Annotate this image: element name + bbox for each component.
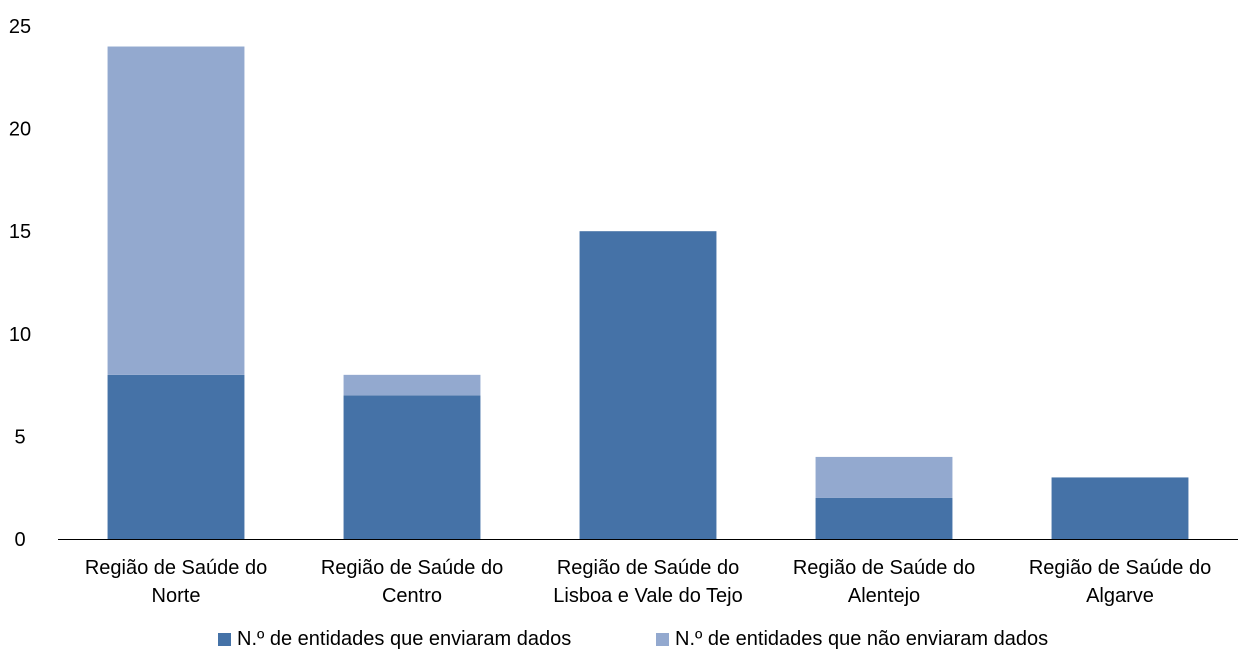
bar-segment-0-4 xyxy=(1051,477,1189,539)
legend-item-not-sent: N.º de entidades que não enviaram dados xyxy=(656,628,1048,651)
legend: N.º de entidades que enviaram dados N.º … xyxy=(0,628,1238,660)
x-axis: Região de Saúde do Norte Região de Saúde d… xyxy=(58,539,1238,607)
y-tick-label-5: 5 xyxy=(14,426,25,448)
y-tick-label-20: 20 xyxy=(9,119,31,141)
legend-swatch-sent xyxy=(218,633,231,646)
legend-label-sent: N.º de entidades que enviaram dados xyxy=(237,628,572,650)
legend-item-sent: N.º de entidades que enviaram dados xyxy=(218,628,571,651)
bars xyxy=(107,46,1189,539)
x-category-label-3: Região de Saúde do Alentejo xyxy=(793,557,975,607)
bar-segment-1-3 xyxy=(815,456,953,498)
x-category-label-0: Região de Saúde do Norte xyxy=(85,557,267,607)
y-tick-label-0: 0 xyxy=(14,529,25,551)
bar-segment-0-2 xyxy=(579,231,717,539)
y-tick-label-25: 25 xyxy=(9,16,31,38)
y-axis: 0 5 10 15 20 25 xyxy=(9,16,31,551)
bar-segment-0-0 xyxy=(107,374,245,539)
y-tick-label-15: 15 xyxy=(9,221,31,243)
bar-segment-0-1 xyxy=(343,395,481,539)
legend-label-not-sent: N.º de entidades que não enviaram dados xyxy=(675,628,1049,650)
x-category-label-1: Região de Saúde do Centro xyxy=(321,557,503,607)
y-tick-label-10: 10 xyxy=(9,324,31,346)
bar-segment-1-1 xyxy=(343,374,481,396)
x-category-label-2: Região de Saúde do Lisboa e Vale do Tejo xyxy=(553,557,742,607)
bar-segment-0-3 xyxy=(815,497,953,539)
legend-swatch-not-sent xyxy=(656,633,669,646)
x-category-label-4: Região de Saúde do Algarve xyxy=(1029,557,1211,607)
bar-segment-1-0 xyxy=(107,46,245,375)
